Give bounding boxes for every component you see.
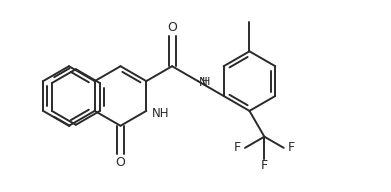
Text: F: F [233,141,240,154]
Text: NH: NH [152,107,170,120]
Text: O: O [116,156,126,169]
Text: H: H [202,77,210,87]
Text: O: O [167,21,177,34]
Text: F: F [288,141,295,154]
Text: N: N [199,76,208,89]
Text: F: F [261,160,268,172]
